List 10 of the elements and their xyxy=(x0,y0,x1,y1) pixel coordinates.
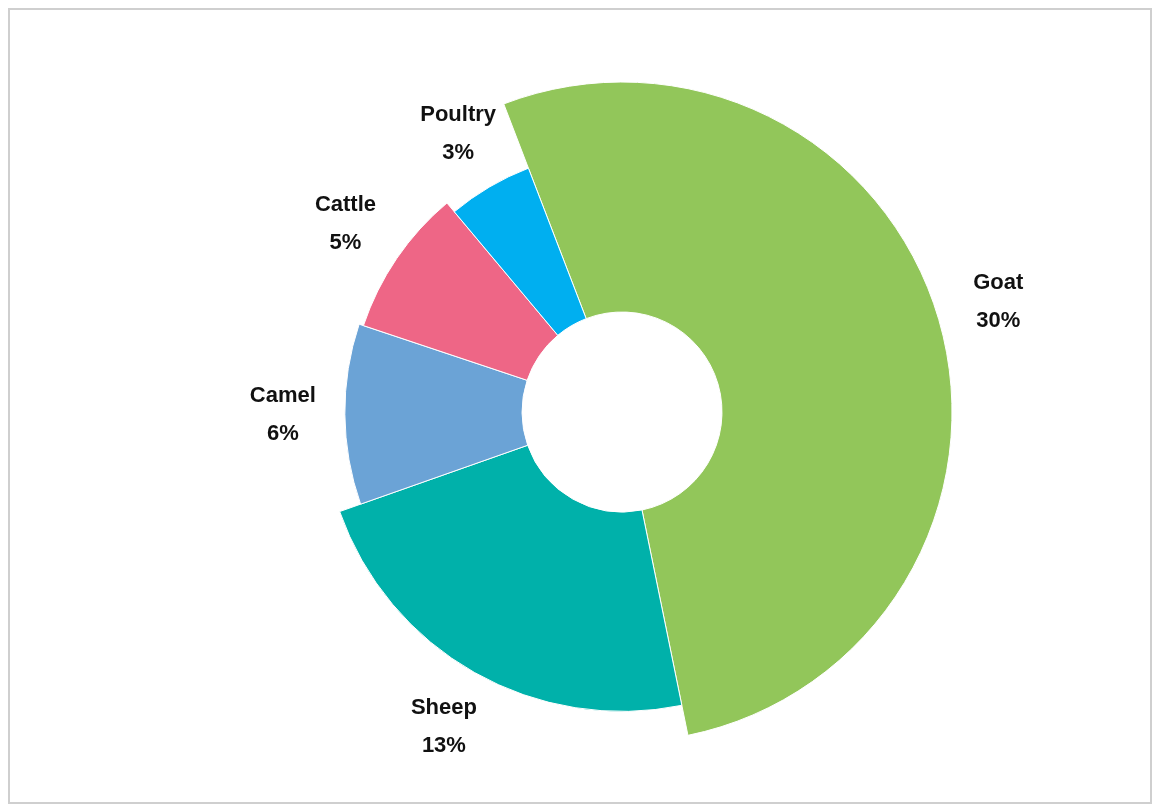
slice-label: Sheep xyxy=(410,693,477,719)
data-label: 5% xyxy=(329,228,362,254)
slice-label: Camel xyxy=(249,381,316,407)
slice-label: Cattle xyxy=(314,190,377,216)
data-label: 30% xyxy=(976,307,1021,333)
data-label: 6% xyxy=(266,419,299,445)
slice-label: Poultry xyxy=(420,100,497,126)
data-label: 3% xyxy=(442,138,475,164)
data-label: 13% xyxy=(421,731,466,757)
slice-label: Goat xyxy=(973,269,1025,295)
